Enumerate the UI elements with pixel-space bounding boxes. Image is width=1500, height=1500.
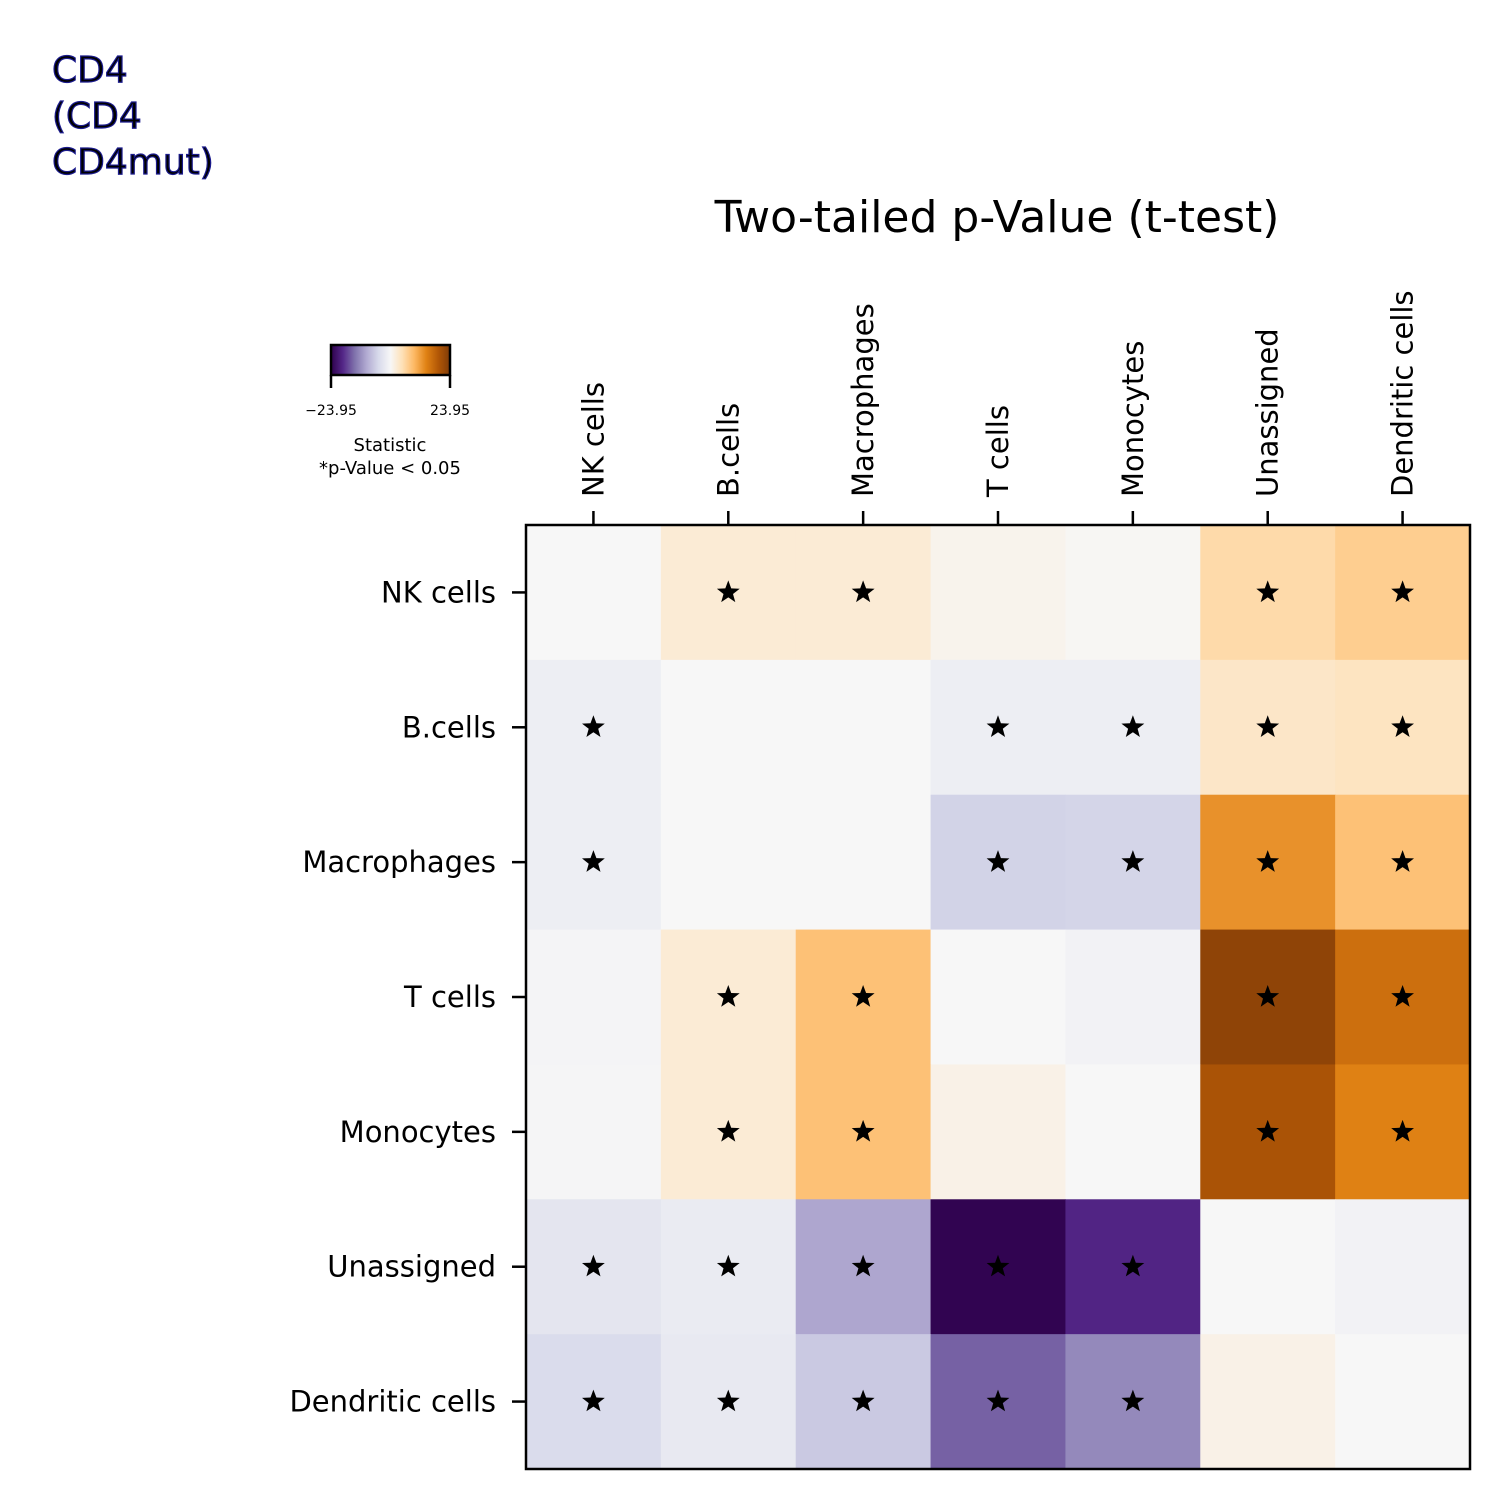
chart-title: Two-tailed p-Value (t-test) xyxy=(714,192,1280,243)
x-tick-label: NK cells xyxy=(576,382,610,497)
significance-star-icon xyxy=(851,985,875,1007)
heatmap-cell xyxy=(1065,929,1201,1065)
heatmap-cell xyxy=(1065,1064,1201,1200)
significance-star-icon xyxy=(1256,1119,1280,1142)
x-tick-label: Macrophages xyxy=(846,303,880,497)
significance-star-icon xyxy=(716,1119,740,1142)
significance-star-icon xyxy=(1391,985,1414,1007)
colorbar-label: Statistic xyxy=(354,435,427,456)
y-axis: NK cells B.cells Macrophages T cells Monocyt… xyxy=(289,575,526,1419)
significance-star-icon xyxy=(582,715,605,737)
x-tick-label: B.cells xyxy=(711,403,745,497)
significance-star-icon xyxy=(1391,850,1414,872)
significance-star-icon xyxy=(851,1254,875,1277)
heatmap-cell xyxy=(526,929,662,1065)
significance-star-icon xyxy=(1256,985,1280,1007)
significance-star-icon xyxy=(716,580,740,603)
significance-star-icon xyxy=(716,985,740,1007)
significance-star-icon xyxy=(1121,1254,1145,1277)
y-tick-label: NK cells xyxy=(381,575,496,609)
y-tick-label: Unassigned xyxy=(327,1250,496,1284)
significance-star-icon xyxy=(716,1389,740,1412)
heatmap-cell xyxy=(930,525,1066,661)
significance-star-icon xyxy=(1256,850,1280,872)
significance-star-icon xyxy=(986,850,1010,872)
heatmap-cell xyxy=(1200,1334,1336,1470)
heatmap-cell xyxy=(526,525,662,661)
heatmap-cell xyxy=(795,659,932,796)
x-tick-label: Dendritic cells xyxy=(1386,290,1420,497)
x-axis: NK cells B.cells Macrophages T cells Monocyt… xyxy=(576,290,1420,525)
significance-star-icon xyxy=(851,1119,875,1142)
heatmap-cell xyxy=(660,794,797,931)
significance-star-icon xyxy=(1121,850,1145,872)
x-tick-label: T cells xyxy=(981,405,1015,498)
heatmap-cell xyxy=(930,929,1066,1065)
y-tick-label: Monocytes xyxy=(340,1115,496,1149)
significance-star-icon xyxy=(986,715,1010,737)
significance-star-icon xyxy=(986,1389,1010,1412)
plot-frame xyxy=(524,523,1472,1471)
x-tick-label: Unassigned xyxy=(1251,328,1285,497)
significance-star-icon xyxy=(986,1254,1010,1277)
colorbar-max-label: 23.95 xyxy=(430,403,470,419)
heatmap-cell xyxy=(526,1064,662,1200)
significance-star-icon xyxy=(582,850,605,872)
significance-star-icon xyxy=(851,580,875,603)
figure-corner-title: CD4 (CD4 CD4mut) xyxy=(51,49,214,183)
significance-star-icon xyxy=(1391,1119,1414,1142)
colorbar-significance-note: *p-Value < 0.05 xyxy=(319,458,461,479)
x-tick-label: Monocytes xyxy=(1116,341,1150,497)
heatmap-cell xyxy=(1335,1199,1471,1335)
significance-star-icon xyxy=(582,1254,605,1277)
significance-star-icon xyxy=(716,1254,740,1277)
significance-star-icon xyxy=(1121,715,1145,737)
heatmap-cell xyxy=(1065,525,1201,661)
significance-star-icon xyxy=(1391,715,1414,737)
heatmap-cell xyxy=(660,659,797,796)
heatmap-cell xyxy=(795,794,932,931)
colorbar: −23.95 23.95 Statistic *p-Value < 0.05 xyxy=(305,343,470,479)
y-tick-label: T cells xyxy=(403,980,496,1014)
significance-star-icon xyxy=(1391,580,1414,603)
colorbar-min-label: −23.95 xyxy=(305,403,357,419)
significance-star-icon xyxy=(1256,715,1280,737)
colorbar-gradient xyxy=(329,343,452,377)
y-tick-label: Macrophages xyxy=(302,845,496,879)
significance-markers xyxy=(582,580,1414,1412)
significance-star-icon xyxy=(1256,580,1280,603)
significance-star-icon xyxy=(851,1389,875,1412)
y-tick-label: Dendritic cells xyxy=(289,1385,496,1419)
heatmap-cell xyxy=(1200,1199,1336,1335)
heatmap-cell xyxy=(930,1064,1066,1200)
significance-star-icon xyxy=(1121,1389,1145,1412)
heatmap-cells xyxy=(526,525,1471,1470)
y-tick-label: B.cells xyxy=(402,710,496,744)
heatmap-cell xyxy=(1335,1334,1471,1470)
significance-star-icon xyxy=(582,1389,605,1412)
